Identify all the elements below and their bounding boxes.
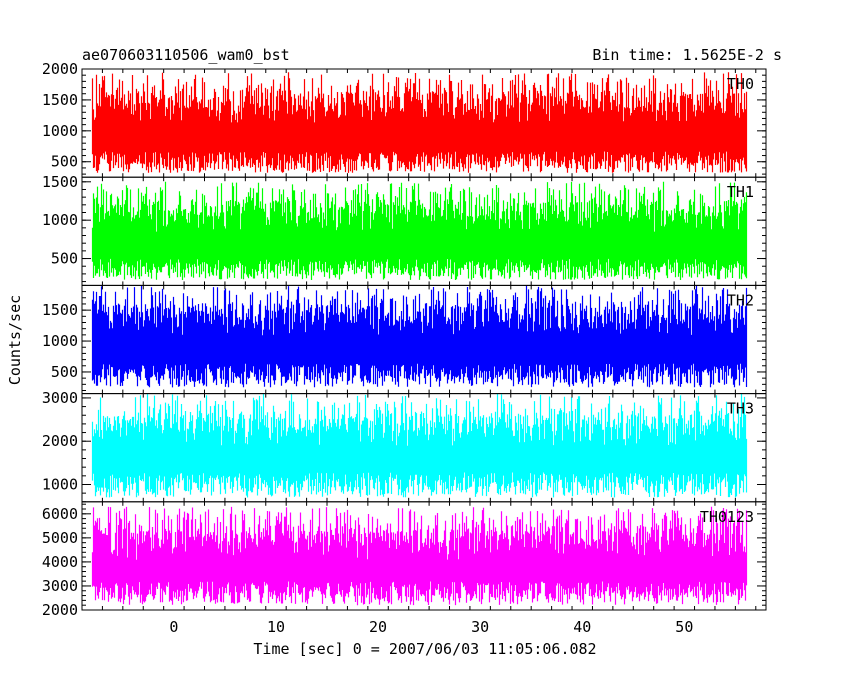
y-tick-label-th0: 500 bbox=[51, 153, 78, 171]
y-tick-label-th3: 1000 bbox=[42, 475, 78, 493]
y-tick-label-th0: 1500 bbox=[42, 91, 78, 109]
y-tick-label-th0123: 4000 bbox=[42, 553, 78, 571]
x-tick-label: 20 bbox=[369, 618, 387, 636]
panel-frame-th0123 bbox=[81, 501, 767, 611]
x-tick-label: 10 bbox=[267, 618, 285, 636]
y-tick-label-th3: 2000 bbox=[42, 432, 78, 450]
y-tick-label-th0123: 2000 bbox=[42, 601, 78, 619]
y-tick-label-th0: 1000 bbox=[42, 122, 78, 140]
panel-th1 bbox=[91, 181, 748, 280]
y-tick-label-th0123: 3000 bbox=[42, 577, 78, 595]
panel-label-th1: TH1 bbox=[727, 183, 754, 201]
panel-th0 bbox=[91, 72, 748, 173]
chart-title-right: Bin time: 1.5625E-2 s bbox=[592, 46, 782, 64]
y-axis-label: Counts/sec bbox=[6, 295, 24, 385]
chart-title-left: ae070603110506_wam0_bst bbox=[82, 46, 290, 64]
series-th2 bbox=[91, 285, 748, 388]
y-tick-label-th1: 500 bbox=[51, 250, 78, 268]
panel-label-th3: TH3 bbox=[727, 400, 754, 418]
y-tick-label-th0123: 5000 bbox=[42, 529, 78, 547]
x-tick-label: 40 bbox=[573, 618, 591, 636]
y-tick-label-th1: 1500 bbox=[42, 173, 78, 191]
x-tick-label: 30 bbox=[471, 618, 489, 636]
x-tick-label: 0 bbox=[169, 618, 178, 636]
series-th0123 bbox=[91, 506, 748, 606]
series-th3 bbox=[91, 393, 748, 498]
panel-th3 bbox=[91, 393, 748, 498]
x-tick-label: 50 bbox=[675, 618, 693, 636]
y-tick-label-th2: 500 bbox=[51, 363, 78, 381]
y-tick-label-th2: 1500 bbox=[42, 301, 78, 319]
panel-label-th0: TH0 bbox=[727, 75, 754, 93]
panel-th2 bbox=[91, 285, 748, 388]
x-axis-label: Time [sec] 0 = 2007/06/03 11:05:06.082 bbox=[253, 640, 596, 658]
y-tick-label-th1: 1000 bbox=[42, 211, 78, 229]
series-th0 bbox=[91, 72, 748, 173]
y-tick-label-th2: 1000 bbox=[42, 332, 78, 350]
panel-label-th2: TH2 bbox=[727, 291, 754, 309]
y-tick-label-th0: 2000 bbox=[42, 60, 78, 78]
panel-label-th0123: TH0123 bbox=[700, 508, 754, 526]
panel-th0123 bbox=[91, 506, 748, 606]
y-tick-label-th0123: 6000 bbox=[42, 505, 78, 523]
series-th1 bbox=[91, 181, 748, 280]
y-tick-label-th3: 3000 bbox=[42, 389, 78, 407]
